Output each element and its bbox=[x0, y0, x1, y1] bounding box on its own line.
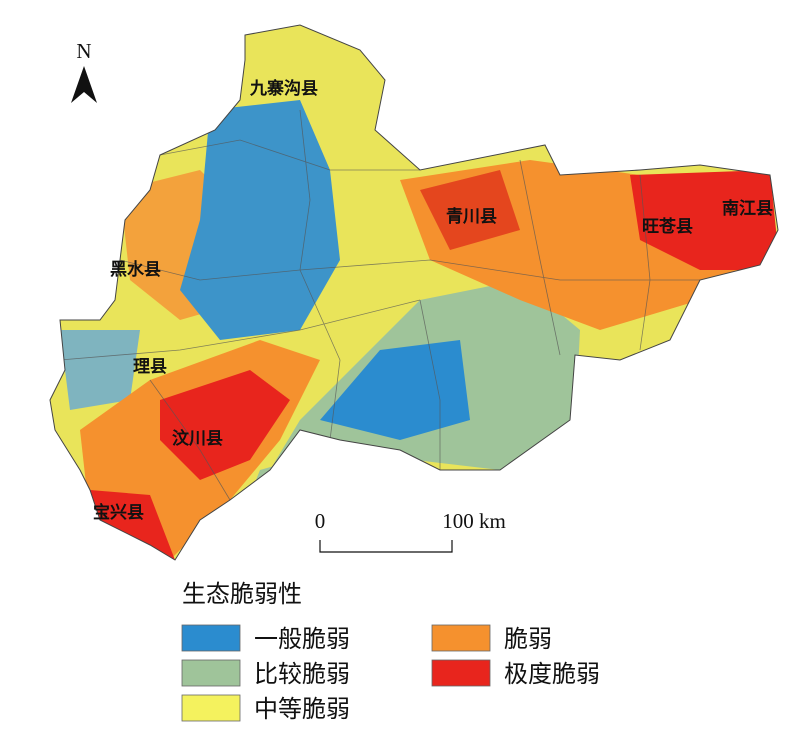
region-wenchuan-extreme bbox=[160, 370, 290, 480]
place-label: 南江县 bbox=[722, 198, 773, 218]
region-baoxing-extreme bbox=[90, 490, 175, 560]
place-label: 旺苍县 bbox=[642, 216, 693, 236]
place-label: 青川县 bbox=[446, 206, 497, 226]
scale-start: 0 bbox=[315, 509, 326, 533]
legend-swatch bbox=[431, 659, 491, 687]
legend-label: 一般脆弱 bbox=[254, 626, 350, 653]
legend-title: 生态脆弱性 bbox=[182, 581, 302, 608]
legend-swatch bbox=[181, 694, 241, 722]
scale-bar bbox=[319, 540, 453, 553]
legend-label: 中等脆弱 bbox=[254, 696, 350, 723]
legend-label: 比较脆弱 bbox=[254, 661, 350, 688]
place-label: 汶川县 bbox=[172, 428, 223, 448]
legend-label: 极度脆弱 bbox=[504, 661, 600, 688]
north-label: N bbox=[76, 39, 91, 63]
region-qingchuan-extreme bbox=[420, 170, 520, 250]
place-label: 九寨沟县 bbox=[249, 78, 318, 98]
scale-end: 100 km bbox=[442, 509, 506, 533]
county-borders bbox=[59, 109, 700, 501]
north-arrow bbox=[71, 66, 97, 103]
legend-swatch bbox=[181, 624, 241, 652]
place-label: 黑水县 bbox=[110, 259, 161, 279]
map-outline bbox=[49, 24, 779, 561]
legend-swatch bbox=[431, 624, 491, 652]
region-west-general bbox=[60, 330, 140, 410]
place-label: 宝兴县 bbox=[93, 502, 144, 522]
legend-swatch bbox=[181, 659, 241, 687]
place-label: 理县 bbox=[133, 357, 167, 376]
region-southeast-general bbox=[320, 340, 470, 440]
legend-label: 脆弱 bbox=[504, 626, 552, 653]
region-east-extreme bbox=[630, 170, 778, 270]
